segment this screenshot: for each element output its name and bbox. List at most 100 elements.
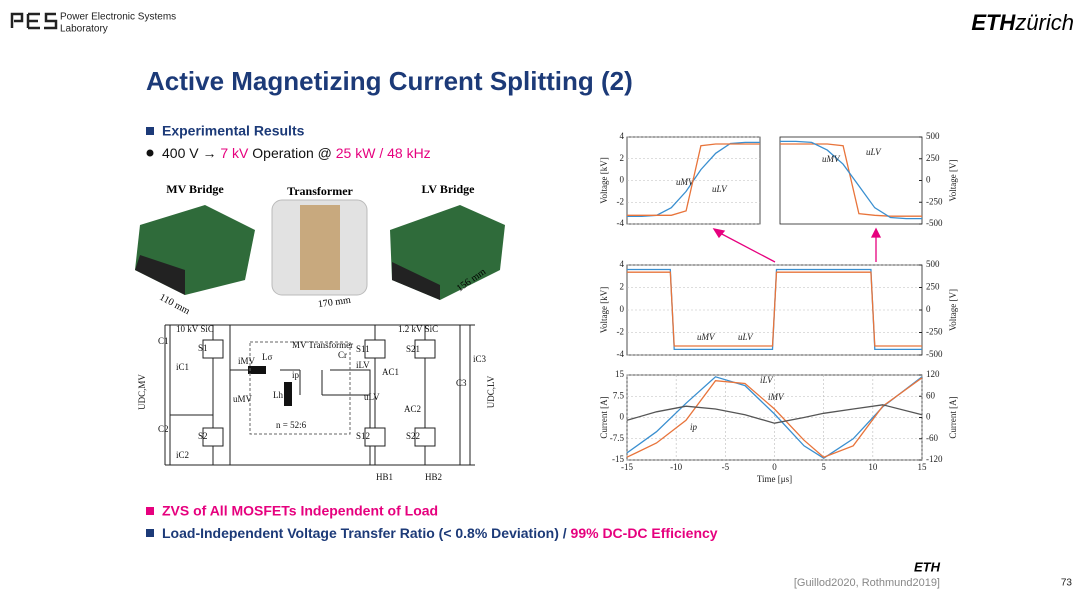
circuit-label: uLV [364, 392, 380, 402]
circuit [164, 324, 475, 466]
y-tick-label: -2 [617, 196, 625, 206]
y-tick-label: -2 [617, 327, 625, 337]
series-line [627, 271, 922, 347]
circuit-label: HB1 [376, 472, 393, 482]
photo-label: LV Bridge [421, 182, 475, 196]
eth: ETH [971, 10, 1016, 35]
switch [414, 427, 436, 447]
y2-tick-label: 0 [926, 412, 931, 422]
segment: 400 V [162, 145, 199, 161]
slide-title: Active Magnetizing Current Splitting (2) [146, 66, 633, 96]
y-tick-label: 15 [615, 369, 625, 379]
switch [364, 427, 386, 447]
circuit-label: C3 [456, 378, 467, 388]
page-number: 73 [1061, 578, 1073, 589]
y2-tick-label: 120 [926, 369, 940, 379]
series-line [626, 404, 923, 424]
bullet-square [146, 127, 154, 135]
y-tick-label: 0 [620, 304, 625, 314]
circuit-label: MV Transformer [292, 340, 353, 350]
y-tick-label: -15 [612, 454, 624, 464]
series-line [626, 377, 923, 458]
photo-mv [135, 205, 255, 295]
y2-tick-label: 250 [926, 153, 940, 163]
x-tick-label: 0 [772, 462, 777, 472]
circuit-label: C2 [158, 424, 169, 434]
photo-mv-base [135, 255, 185, 295]
bullet-dot [146, 149, 154, 157]
series-label: ip [690, 422, 698, 432]
y-axis-label: Voltage [kV] [599, 287, 609, 334]
y-tick-label: 4 [620, 259, 625, 269]
reference: [Guillod2020, Rothmund2019] [794, 577, 940, 589]
circuit-label: S22 [406, 431, 420, 441]
dimension: 110 mm [158, 292, 192, 317]
segment: 7 kV [220, 145, 249, 161]
y2-tick-label: 0 [926, 175, 931, 185]
photo-lv-base [392, 262, 440, 300]
pes-logo [10, 12, 58, 30]
photo-label: MV Bridge [166, 182, 224, 196]
x-tick-label: 15 [918, 462, 928, 472]
segment: Operation @ [252, 145, 332, 161]
x-tick-label: 10 [868, 462, 878, 472]
lab-name: Power Electronic Systems [60, 12, 176, 23]
eth-logo: ETHzürich [971, 10, 1074, 35]
y2-tick-label: -500 [926, 349, 943, 359]
y-axis-label: Voltage [kV] [599, 157, 609, 204]
y2-tick-label: -500 [926, 218, 943, 228]
switch [414, 339, 436, 359]
circuit-label: iLV [356, 360, 370, 370]
circuit-label: S11 [356, 344, 370, 354]
series-line [627, 143, 760, 216]
series-label: uMV [822, 154, 841, 164]
series-line [626, 376, 923, 459]
circuit-label: HB2 [425, 472, 442, 482]
circuit-label: S1 [198, 343, 208, 353]
circuit-label: S12 [356, 431, 370, 441]
photos [135, 199, 505, 300]
series-line [780, 140, 922, 220]
magnetizing [284, 382, 292, 406]
y2-tick-label: 0 [926, 304, 931, 314]
conclusion: Load-Independent Voltage Transfer Ratio … [162, 525, 718, 541]
dimension: 170 mm [317, 295, 351, 311]
heading: Experimental Results [162, 123, 305, 139]
circuit-label: uMV [233, 394, 253, 404]
circuit-label: ip [292, 370, 300, 380]
y2-axis-label: Voltage [V] [948, 159, 958, 201]
segment: → [202, 145, 216, 161]
series-label: uMV [697, 332, 716, 342]
circuit-label: Lσ [262, 352, 272, 362]
circuit-label: iMV [238, 356, 256, 366]
circuit-label: AC1 [382, 367, 399, 377]
y2-axis-label: Current [A] [948, 396, 958, 438]
inductor [248, 366, 266, 374]
y-tick-label: -4 [617, 218, 625, 228]
y-tick-label: 0 [620, 412, 625, 422]
circuit-label: UDC,MV [137, 374, 147, 410]
bullet-square [146, 507, 154, 515]
y2-tick-label: -250 [926, 327, 943, 337]
circuit-label: 10 kV SiC [176, 324, 214, 334]
bullet-line: 400 V → 7 kV Operation @ 25 kW / 48 kHz [162, 145, 431, 161]
lab-name: Laboratory [60, 24, 108, 35]
x-axis-label: Time [μs] [757, 474, 792, 484]
series-label: uMV [676, 177, 695, 187]
ratio: Load-Independent Voltage Transfer Ratio … [162, 525, 567, 541]
circuit-label: iC2 [176, 450, 189, 460]
conclusion: ZVS of All MOSFETs Independent of Load [162, 503, 438, 519]
y-tick-label: 0 [620, 175, 625, 185]
circuit-label: iC3 [473, 354, 487, 364]
circuit-label: C1 [158, 336, 169, 346]
switch [364, 339, 386, 359]
zurich: zürich [1014, 10, 1074, 35]
series-line [780, 143, 922, 217]
y-tick-label: 4 [620, 131, 625, 141]
series-label: uLV [866, 147, 882, 157]
circuit-label: 1.2 kV SiC [398, 324, 438, 334]
y2-axis-label: Voltage [V] [948, 289, 958, 331]
segment: 25 kW / 48 kHz [336, 145, 431, 161]
chart: -4 -2 0 2 4 Voltage [kV] uMV uLV [599, 131, 761, 228]
